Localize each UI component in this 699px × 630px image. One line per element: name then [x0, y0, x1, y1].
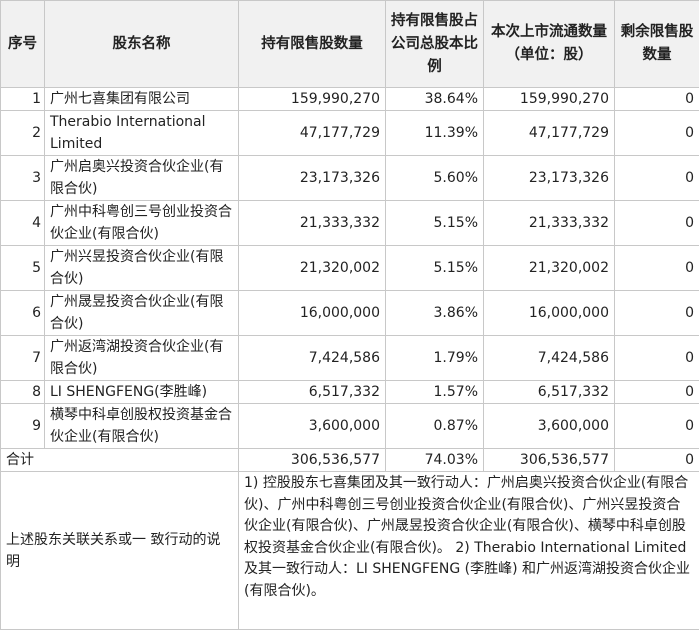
table-row: 2 Therabio International Limited 47,177,… [1, 111, 699, 156]
row-name: Therabio International Limited [45, 111, 239, 156]
row-ratio: 5.15% [386, 201, 484, 246]
header-listed-shares: 本次上市流通数量（单位：股） [484, 1, 615, 88]
row-listed: 6,517,332 [484, 381, 615, 404]
row-seq: 2 [1, 111, 45, 156]
table-row: 4 广州中科粤创三号创业投资合伙企业(有限合伙) 21,333,332 5.15… [1, 201, 699, 246]
header-row: 序号 股东名称 持有限售股数量 持有限售股占公司总股本比例 本次上市流通数量（单… [1, 1, 699, 88]
header-seq: 序号 [1, 1, 45, 88]
header-remaining: 剩余限售股数量 [615, 1, 699, 88]
row-seq: 8 [1, 381, 45, 404]
row-remaining: 0 [615, 201, 699, 246]
row-remaining: 0 [615, 111, 699, 156]
row-seq: 1 [1, 88, 45, 111]
total-restricted: 306,536,577 [239, 449, 386, 472]
table-row: 6 广州晟昱投资合伙企业(有限合伙) 16,000,000 3.86% 16,0… [1, 291, 699, 336]
table-row: 5 广州兴昱投资合伙企业(有限合伙) 21,320,002 5.15% 21,3… [1, 246, 699, 291]
row-listed: 23,173,326 [484, 156, 615, 201]
table-row: 8 LI SHENGFENG(李胜峰) 6,517,332 1.57% 6,51… [1, 381, 699, 404]
note-text: 1) 控股股东七喜集团及其一致行动人：广州启奥兴投资合伙企业(有限合伙)、广州中… [239, 472, 699, 630]
row-ratio: 1.57% [386, 381, 484, 404]
row-ratio: 11.39% [386, 111, 484, 156]
row-name: 广州启奥兴投资合伙企业(有限合伙) [45, 156, 239, 201]
row-name: 横琴中科卓创股权投资基金合伙企业(有限合伙) [45, 404, 239, 449]
total-ratio: 74.03% [386, 449, 484, 472]
row-listed: 16,000,000 [484, 291, 615, 336]
row-restricted: 6,517,332 [239, 381, 386, 404]
table-row: 7 广州返湾湖投资合伙企业(有限合伙) 7,424,586 1.79% 7,42… [1, 336, 699, 381]
row-ratio: 5.15% [386, 246, 484, 291]
row-restricted: 21,333,332 [239, 201, 386, 246]
row-name: LI SHENGFENG(李胜峰) [45, 381, 239, 404]
row-name: 广州中科粤创三号创业投资合伙企业(有限合伙) [45, 201, 239, 246]
row-restricted: 7,424,586 [239, 336, 386, 381]
row-restricted: 21,320,002 [239, 246, 386, 291]
header-restricted-shares: 持有限售股数量 [239, 1, 386, 88]
total-row: 合计 306,536,577 74.03% 306,536,577 0 [1, 449, 699, 472]
total-label: 合计 [1, 449, 239, 472]
header-ratio: 持有限售股占公司总股本比例 [386, 1, 484, 88]
row-name: 广州返湾湖投资合伙企业(有限合伙) [45, 336, 239, 381]
total-listed: 306,536,577 [484, 449, 615, 472]
row-restricted: 23,173,326 [239, 156, 386, 201]
row-name: 广州晟昱投资合伙企业(有限合伙) [45, 291, 239, 336]
table-row: 3 广州启奥兴投资合伙企业(有限合伙) 23,173,326 5.60% 23,… [1, 156, 699, 201]
row-listed: 21,320,002 [484, 246, 615, 291]
row-seq: 6 [1, 291, 45, 336]
total-remaining: 0 [615, 449, 699, 472]
row-remaining: 0 [615, 404, 699, 449]
note-label: 上述股东关联关系或一 致行动的说明 [1, 472, 239, 630]
row-remaining: 0 [615, 156, 699, 201]
note-row: 上述股东关联关系或一 致行动的说明 1) 控股股东七喜集团及其一致行动人：广州启… [1, 472, 699, 630]
row-ratio: 1.79% [386, 336, 484, 381]
row-ratio: 5.60% [386, 156, 484, 201]
row-name: 广州兴昱投资合伙企业(有限合伙) [45, 246, 239, 291]
row-ratio: 0.87% [386, 404, 484, 449]
row-ratio: 3.86% [386, 291, 484, 336]
row-listed: 21,333,332 [484, 201, 615, 246]
row-seq: 4 [1, 201, 45, 246]
row-remaining: 0 [615, 291, 699, 336]
row-seq: 7 [1, 336, 45, 381]
row-seq: 5 [1, 246, 45, 291]
row-listed: 3,600,000 [484, 404, 615, 449]
row-seq: 3 [1, 156, 45, 201]
row-restricted: 47,177,729 [239, 111, 386, 156]
row-remaining: 0 [615, 246, 699, 291]
row-name: 广州七喜集团有限公司 [45, 88, 239, 111]
table-row: 1 广州七喜集团有限公司 159,990,270 38.64% 159,990,… [1, 88, 699, 111]
row-remaining: 0 [615, 88, 699, 111]
row-remaining: 0 [615, 336, 699, 381]
row-restricted: 159,990,270 [239, 88, 386, 111]
row-listed: 159,990,270 [484, 88, 615, 111]
header-name: 股东名称 [45, 1, 239, 88]
row-restricted: 3,600,000 [239, 404, 386, 449]
row-listed: 7,424,586 [484, 336, 615, 381]
table-row: 9 横琴中科卓创股权投资基金合伙企业(有限合伙) 3,600,000 0.87%… [1, 404, 699, 449]
row-listed: 47,177,729 [484, 111, 615, 156]
row-ratio: 38.64% [386, 88, 484, 111]
row-remaining: 0 [615, 381, 699, 404]
row-seq: 9 [1, 404, 45, 449]
row-restricted: 16,000,000 [239, 291, 386, 336]
